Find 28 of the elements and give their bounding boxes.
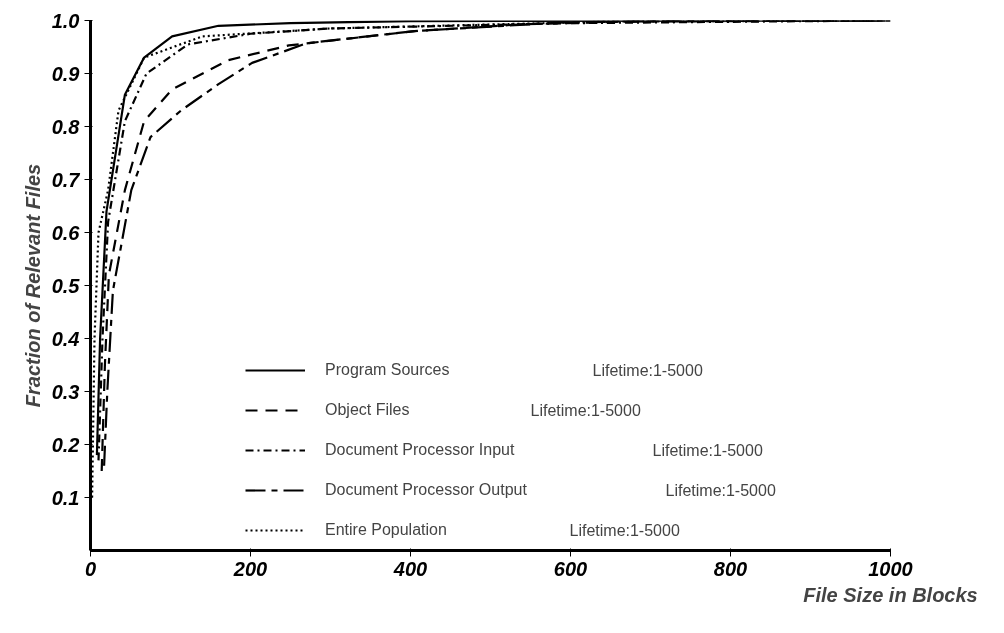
legend-label: Program Sources (325, 360, 450, 380)
x-tick-label: 600 (553, 557, 588, 580)
annotation: Lifetime:1-5000 (665, 482, 776, 499)
legend-label: Entire Population (325, 520, 447, 540)
y-tick-label: 0.6 (51, 221, 81, 244)
legend-label: Document Processor Input (325, 440, 515, 460)
y-tick-label: 1.0 (51, 9, 80, 32)
y-tick-label: 0.1 (51, 486, 80, 509)
x-tick-label: 0 (84, 557, 97, 580)
legend-label: Object Files (325, 400, 410, 420)
y-axis-title: Fraction of Relevant Files (21, 163, 44, 408)
x-tick-label: 800 (713, 557, 748, 580)
x-tick-label: 1000 (868, 557, 913, 580)
annotation: Lifetime:1-5000 (592, 362, 703, 379)
y-tick-label: 0.5 (51, 274, 81, 297)
x-axis-title: File Size in Blocks (803, 583, 978, 606)
x-tick-label: 200 (232, 557, 268, 580)
y-tick-label: 0.4 (51, 327, 80, 350)
legend-label: Document Processor Output (325, 480, 527, 500)
y-tick-label: 0.7 (51, 168, 81, 191)
y-tick-label: 0.2 (51, 433, 80, 456)
annotation: Lifetime:1-5000 (569, 522, 680, 539)
y-tick-label: 0.8 (51, 115, 81, 138)
x-tick-label: 400 (392, 557, 428, 580)
y-tick-label: 0.9 (51, 62, 81, 85)
annotation: Lifetime:1-5000 (652, 442, 763, 459)
annotation: Lifetime:1-5000 (530, 402, 641, 419)
y-tick-label: 0.3 (51, 380, 80, 403)
